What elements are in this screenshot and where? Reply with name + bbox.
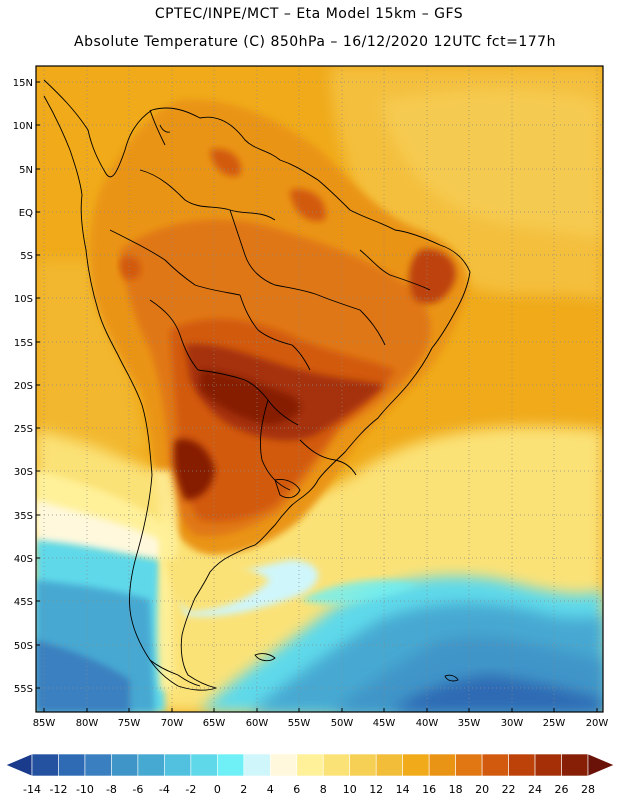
colorbar-swatch xyxy=(31,753,59,777)
colorbar-label: -2 xyxy=(185,783,196,796)
map-frame xyxy=(35,65,604,713)
colorbar-label: 14 xyxy=(396,783,410,796)
colorbar-swatch xyxy=(534,753,562,777)
colorbar-swatch xyxy=(455,753,483,777)
colorbar-swatch xyxy=(5,753,33,777)
lat-label: 55S xyxy=(14,684,33,695)
colorbar-swatch xyxy=(402,753,430,777)
lon-label: 50W xyxy=(331,718,354,729)
colorbar-label: -4 xyxy=(159,783,170,796)
colorbar-label: -8 xyxy=(106,783,117,796)
longitude-labels: 85W 80W 75W 70W 65W 60W 55W 50W 45W 40W … xyxy=(33,718,609,729)
lon-label: 40W xyxy=(416,718,439,729)
colorbar-swatch xyxy=(217,753,245,777)
colorbar-label: 10 xyxy=(343,783,357,796)
lat-label: 50S xyxy=(14,641,33,652)
colorbar-swatch xyxy=(137,753,165,777)
colorbar-swatch xyxy=(58,753,86,777)
colorbar-label: 2 xyxy=(240,783,247,796)
colorbar-label: 26 xyxy=(555,783,569,796)
colorbar-label: 6 xyxy=(293,783,300,796)
lon-label: 75W xyxy=(118,718,141,729)
colorbar-swatch xyxy=(375,753,403,777)
colorbar-swatch xyxy=(296,753,324,777)
lat-label: 30S xyxy=(14,467,33,478)
colorbar-label: 16 xyxy=(422,783,436,796)
lon-label: 80W xyxy=(76,718,99,729)
latitude-labels: 15N 10N 5N EQ 5S 10S 15S 20S 25S 30S 35S… xyxy=(13,78,33,695)
colorbar-label: -6 xyxy=(132,783,143,796)
colorbar-label: 12 xyxy=(369,783,383,796)
lat-label: 5N xyxy=(19,165,33,176)
colorbar-swatch xyxy=(428,753,456,777)
colorbar-label: 0 xyxy=(214,783,221,796)
lat-label: 40S xyxy=(14,554,33,565)
lon-label: 85W xyxy=(33,718,56,729)
colorbar-swatch xyxy=(349,753,377,777)
coastlines xyxy=(43,79,471,691)
colorbar-label: 4 xyxy=(267,783,274,796)
graticule xyxy=(36,66,603,712)
colorbar-label: 18 xyxy=(449,783,463,796)
colorbar-swatch xyxy=(111,753,139,777)
lat-label: EQ xyxy=(19,208,33,219)
colorbar-swatch xyxy=(190,753,218,777)
colorbar-label: 20 xyxy=(475,783,489,796)
colorbar-label: 8 xyxy=(320,783,327,796)
lat-label: 15N xyxy=(13,78,33,89)
colorbar-label: 28 xyxy=(581,783,595,796)
colorbar-label: 22 xyxy=(502,783,516,796)
lon-label: 60W xyxy=(246,718,269,729)
colorbar-label: -14 xyxy=(23,783,41,796)
colorbar-swatch xyxy=(269,753,298,777)
colorbar-swatch xyxy=(481,753,509,777)
lat-label: 10S xyxy=(14,294,33,305)
lon-label: 65W xyxy=(203,718,226,729)
lon-label: 35W xyxy=(458,718,481,729)
lat-label: 15S xyxy=(14,338,33,349)
colorbar-label: -12 xyxy=(49,783,67,796)
lat-label: 20S xyxy=(14,381,33,392)
lon-label: 45W xyxy=(373,718,396,729)
colorbar-swatch xyxy=(561,753,589,777)
lat-label: 35S xyxy=(14,511,33,522)
lat-label: 25S xyxy=(14,424,33,435)
colorbar xyxy=(5,753,615,777)
lon-label: 70W xyxy=(161,718,184,729)
temperature-field xyxy=(36,66,603,712)
lon-label: 20W xyxy=(586,718,609,729)
colorbar-swatch xyxy=(164,753,192,777)
colorbar-swatch xyxy=(508,753,536,777)
colorbar-swatch xyxy=(84,753,112,777)
colorbar-swatch xyxy=(322,753,351,777)
lat-label: 45S xyxy=(14,597,33,608)
axis-ticks xyxy=(36,81,598,712)
colorbar-swatch xyxy=(243,753,271,777)
lon-label: 30W xyxy=(501,718,524,729)
colorbar-labels: -14 -12 -10 -8 -6 -4 -2 0 2 4 6 8 10 12 14 16 18 20 22 24 26… xyxy=(23,783,595,796)
colorbar-label: 24 xyxy=(528,783,542,796)
lon-label: 25W xyxy=(543,718,566,729)
colorbar-swatch xyxy=(587,753,615,777)
lon-label: 55W xyxy=(288,718,311,729)
map-title-line2: Absolute Temperature (C) 850hPa – 16/12/… xyxy=(74,34,556,50)
lat-label: 5S xyxy=(20,251,33,262)
colorbar-label: -10 xyxy=(76,783,94,796)
map-title-line1: CPTEC/INPE/MCT – Eta Model 15km – GFS xyxy=(154,6,464,22)
lat-label: 10N xyxy=(13,121,33,132)
